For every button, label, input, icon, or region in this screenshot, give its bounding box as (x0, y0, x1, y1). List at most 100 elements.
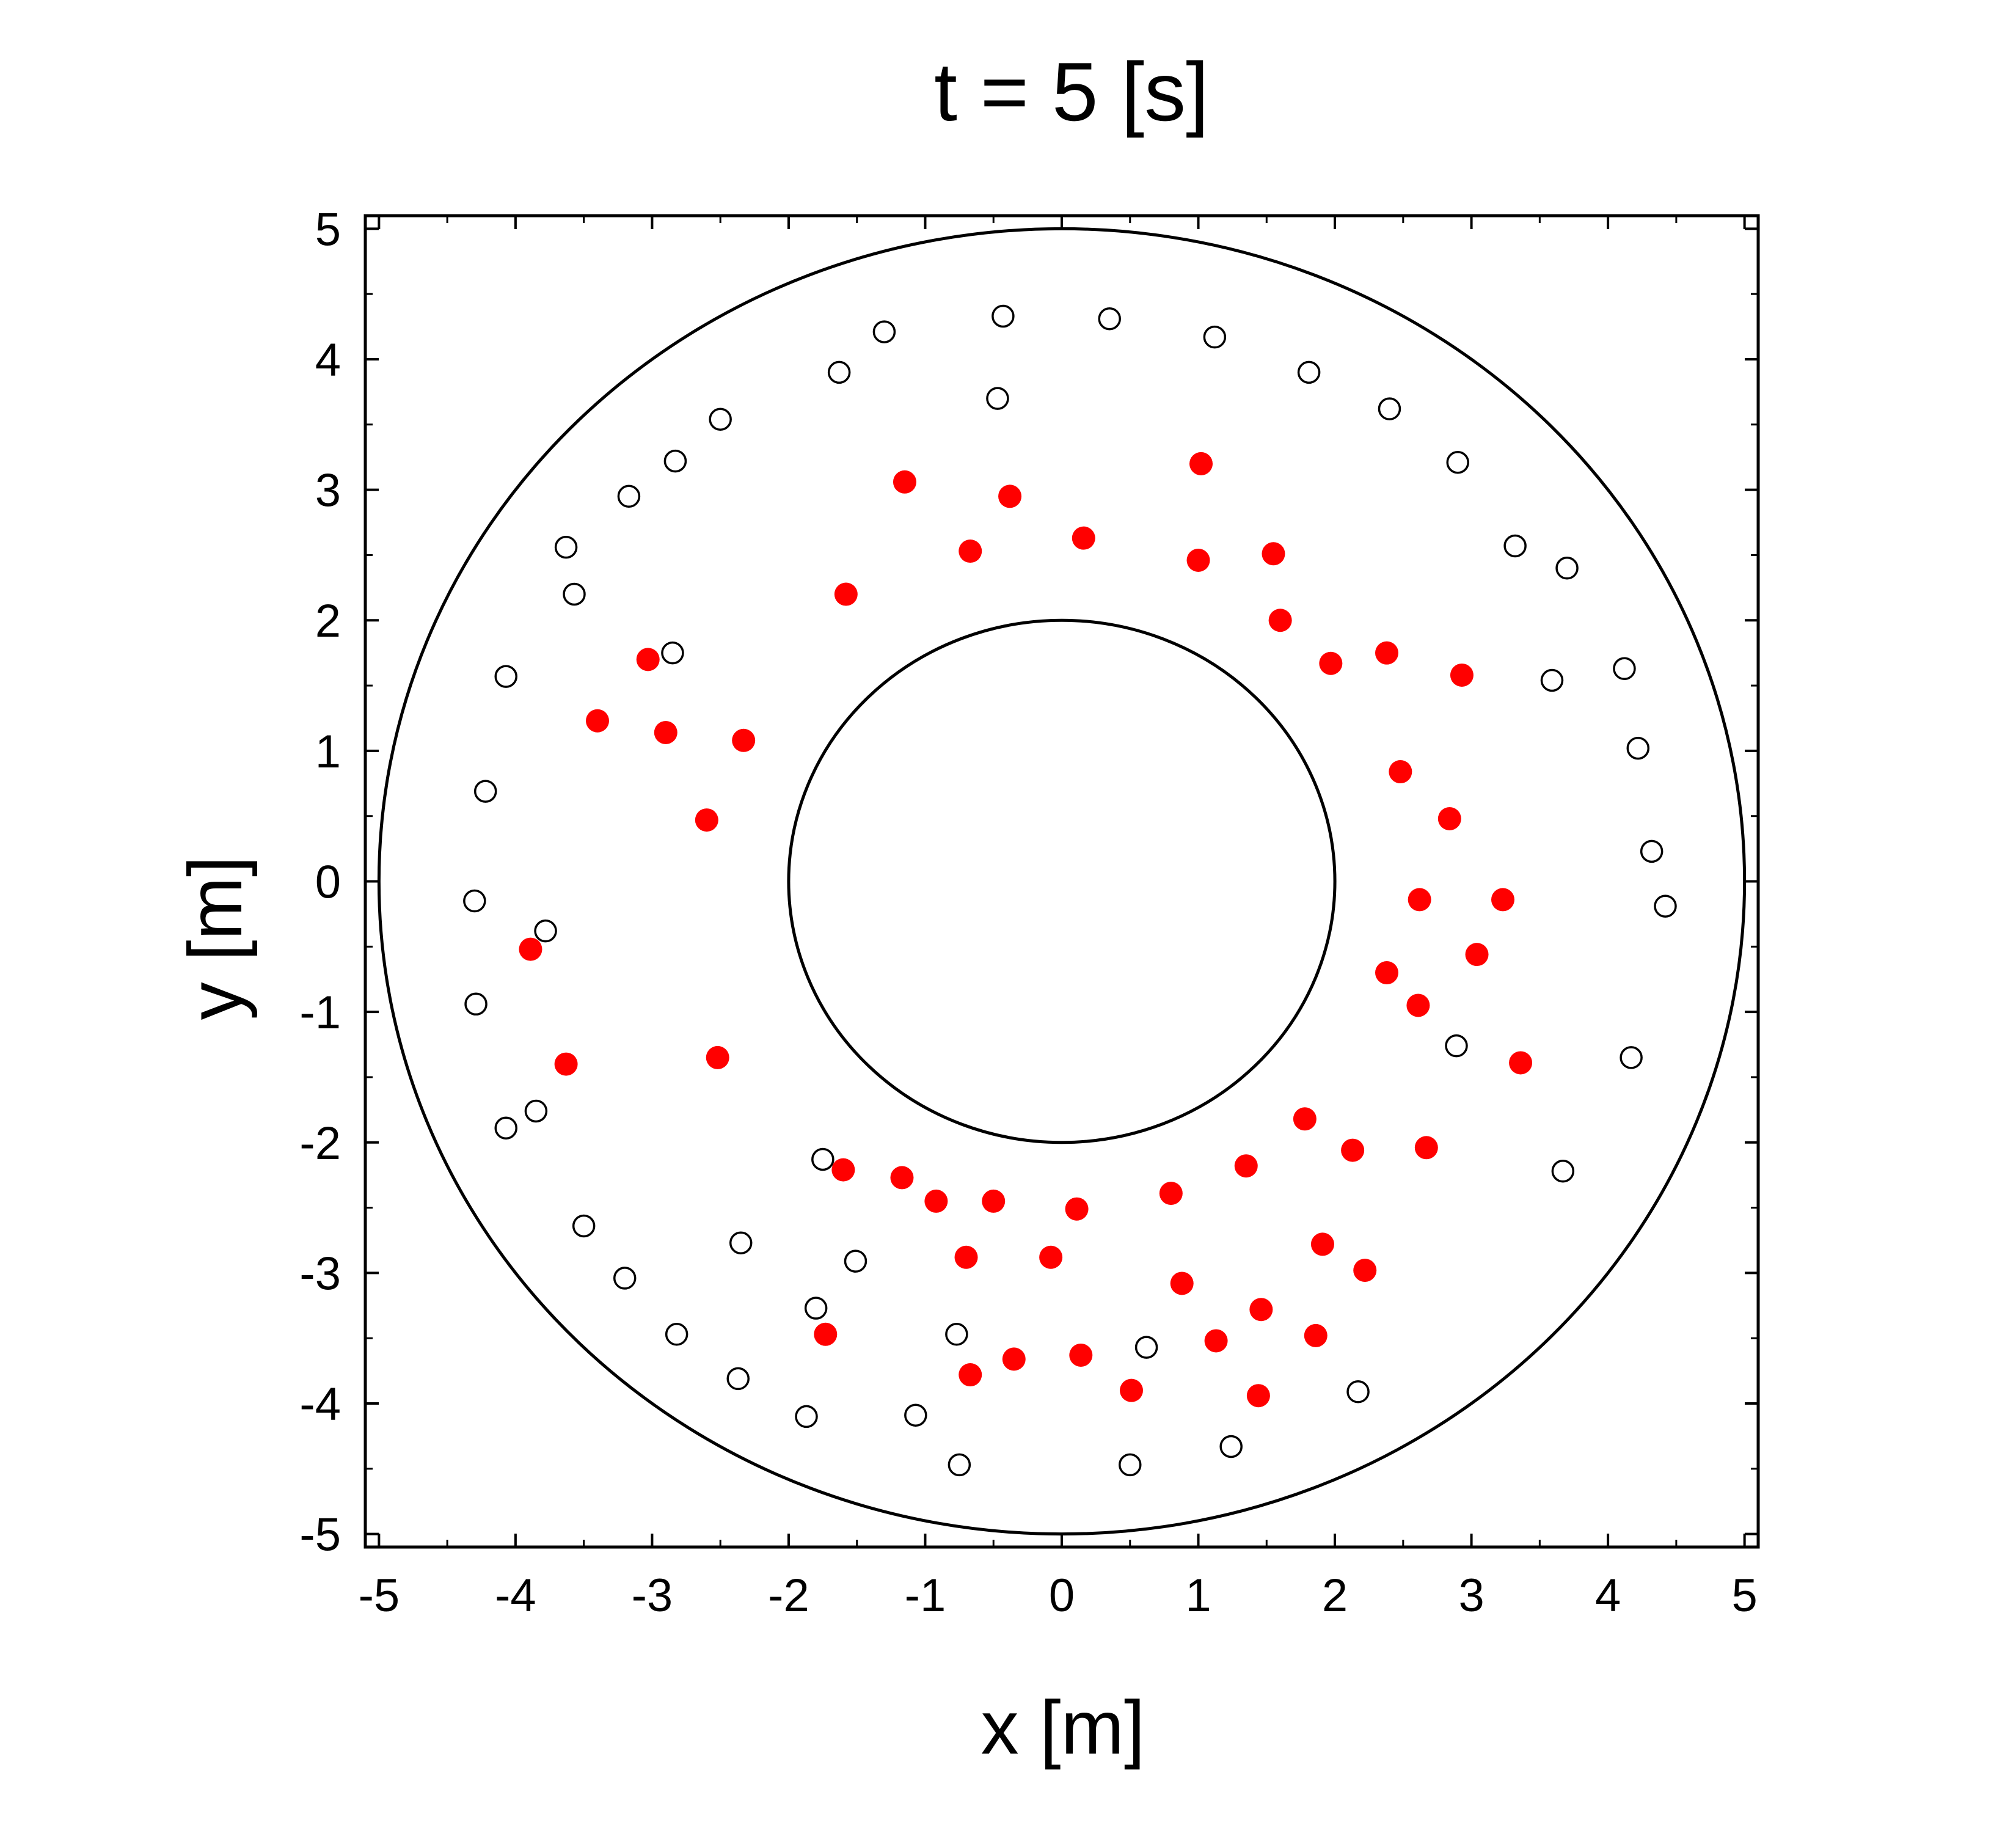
filled-data-point (1069, 1343, 1093, 1367)
open-data-point (986, 387, 1009, 410)
filled-data-point (1450, 663, 1474, 687)
open-data-point (1551, 1160, 1575, 1183)
data-points (463, 304, 1677, 1477)
y-tick-label: 4 (315, 334, 341, 386)
filled-data-point (1389, 760, 1412, 784)
x-tick-label: 5 (1732, 1570, 1758, 1622)
plot-frame (363, 214, 1760, 1549)
filled-data-point (554, 1052, 578, 1076)
open-data-point (464, 992, 488, 1016)
open-data-point (572, 1214, 596, 1238)
open-data-point (1119, 1453, 1142, 1477)
filled-data-point (706, 1045, 729, 1069)
y-tick-label: -4 (299, 1378, 341, 1430)
x-tick-label: -3 (632, 1570, 673, 1622)
open-data-point (811, 1147, 835, 1171)
filled-data-point (1249, 1298, 1273, 1322)
filled-data-point (1353, 1259, 1377, 1282)
open-data-point (661, 641, 684, 665)
open-data-point (1654, 895, 1677, 918)
open-data-point (1540, 668, 1564, 692)
axis-ticks: -5 -4 -3 -2 -1 0 1 2 3 4 5 -5 -4 -3 -2 -1 0 1 2 3 4 5 (299, 203, 1758, 1622)
open-data-point (663, 449, 687, 473)
filled-data-point (1491, 888, 1514, 912)
filled-data-point (959, 540, 982, 563)
x-tick-label: 2 (1322, 1570, 1348, 1622)
y-tick-label: -2 (299, 1118, 341, 1169)
outer-circle (377, 227, 1747, 1536)
x-tick-label: 1 (1185, 1570, 1211, 1622)
filled-data-point (1437, 807, 1461, 830)
filled-data-point (1268, 609, 1292, 632)
open-data-point (945, 1323, 968, 1346)
filled-data-point (982, 1189, 1006, 1213)
filled-data-point (1293, 1107, 1317, 1131)
filled-data-point (1189, 452, 1213, 475)
y-tick-label: 5 (315, 203, 341, 255)
open-data-point (1555, 557, 1579, 580)
open-data-point (1219, 1435, 1243, 1458)
x-tick-label: 0 (1049, 1570, 1075, 1622)
filled-data-point (893, 470, 916, 494)
open-data-point (617, 485, 641, 508)
open-data-point (827, 360, 851, 384)
x-tick-label: -4 (495, 1570, 536, 1622)
filled-data-point (1120, 1378, 1143, 1402)
open-data-point (1613, 657, 1636, 681)
x-tick-label: -1 (905, 1570, 946, 1622)
y-tick-label: 0 (315, 857, 341, 909)
open-data-point (494, 665, 517, 688)
open-data-point (524, 1099, 548, 1123)
open-data-point (1503, 534, 1527, 558)
open-data-point (729, 1231, 753, 1254)
filled-data-point (1304, 1323, 1328, 1347)
filled-data-point (1310, 1232, 1334, 1256)
x-tick-label: 4 (1595, 1570, 1621, 1622)
filled-data-point (1341, 1138, 1365, 1162)
inner-circle (787, 618, 1337, 1144)
x-tick-label: -5 (359, 1570, 400, 1622)
filled-data-point (654, 720, 677, 744)
filled-data-point (814, 1322, 838, 1346)
y-tick-label: -3 (299, 1248, 341, 1300)
filled-data-point (1072, 526, 1095, 550)
plot-border (363, 214, 1760, 1549)
open-data-point (1446, 451, 1469, 474)
filled-data-point (834, 582, 858, 606)
y-axis-label: y [m] (173, 856, 258, 1020)
filled-data-point (998, 485, 1022, 508)
y-tick-label: -5 (299, 1509, 341, 1561)
open-data-point (613, 1267, 637, 1290)
filled-data-point (586, 709, 609, 733)
open-data-point (1297, 360, 1321, 384)
open-data-point (1134, 1336, 1158, 1359)
filled-data-point (1375, 641, 1398, 665)
filled-data-point (1319, 651, 1343, 675)
filled-data-point (1002, 1347, 1026, 1371)
filled-data-point (1170, 1271, 1194, 1295)
filled-data-point (831, 1158, 855, 1182)
open-data-point (1640, 840, 1664, 863)
filled-data-point (636, 648, 660, 671)
filled-data-point (519, 937, 542, 961)
filled-data-point (1234, 1154, 1258, 1178)
filled-data-point (1406, 993, 1430, 1017)
open-data-point (804, 1297, 828, 1320)
y-tick-label: 3 (315, 465, 341, 517)
x-tick-label: 3 (1458, 1570, 1484, 1622)
filled-data-point (1159, 1182, 1183, 1206)
filled-data-point (1262, 542, 1285, 566)
y-tick-label: -1 (299, 987, 341, 1039)
plot-area (377, 227, 1747, 1536)
open-data-point (872, 320, 896, 343)
open-data-point (473, 780, 497, 803)
open-data-point (554, 535, 578, 559)
open-data-point (1203, 325, 1227, 349)
filled-data-point (1246, 1384, 1270, 1408)
filled-data-point (1039, 1245, 1063, 1269)
open-data-point (948, 1453, 971, 1477)
open-data-point (1445, 1034, 1468, 1058)
filled-data-point (1065, 1197, 1089, 1221)
open-data-point (1626, 736, 1650, 760)
